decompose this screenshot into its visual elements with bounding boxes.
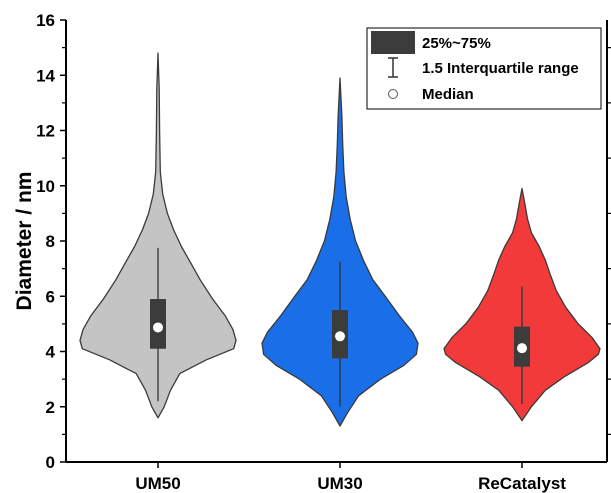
- violin-body: [79, 52, 237, 419]
- median-marker: [153, 322, 163, 333]
- x-category-label: UM50: [135, 474, 180, 493]
- y-tick-label: 8: [46, 232, 55, 251]
- y-tick-label: 2: [46, 398, 55, 417]
- legend-box-label: 25%~75%: [422, 35, 491, 52]
- y-tick-label: 10: [36, 177, 55, 196]
- y-tick-label: 0: [46, 453, 55, 472]
- y-tick-label: 12: [36, 122, 55, 141]
- median-marker: [335, 331, 345, 342]
- legend-median-marker: [388, 89, 398, 99]
- violin-um50: [79, 52, 237, 419]
- legend: 25%~75% 1.5 Interquartile range Median: [366, 27, 602, 110]
- y-axis-title: Diameter / nm: [13, 172, 36, 311]
- violin-recatalyst: [443, 187, 601, 422]
- median-marker: [517, 343, 527, 354]
- x-category-label: UM30: [317, 474, 362, 493]
- y-tick-label: 4: [46, 343, 56, 362]
- violin-body: [261, 77, 419, 427]
- y-axis-ticks: 0 2 4 6 8 10 12 14 16: [36, 11, 611, 472]
- x-category-label: ReCatalyst: [478, 474, 566, 493]
- violins-layer: [79, 52, 601, 427]
- y-tick-label: 6: [46, 287, 55, 306]
- legend-box-swatch: [371, 31, 415, 54]
- x-axis-labels: UM50 UM30 ReCatalyst: [135, 462, 566, 493]
- y-tick-label: 14: [36, 66, 55, 85]
- legend-median-label: Median: [422, 86, 474, 103]
- violin-um30: [261, 77, 419, 427]
- y-tick-label: 16: [36, 11, 55, 30]
- legend-whisker-label: 1.5 Interquartile range: [422, 60, 579, 77]
